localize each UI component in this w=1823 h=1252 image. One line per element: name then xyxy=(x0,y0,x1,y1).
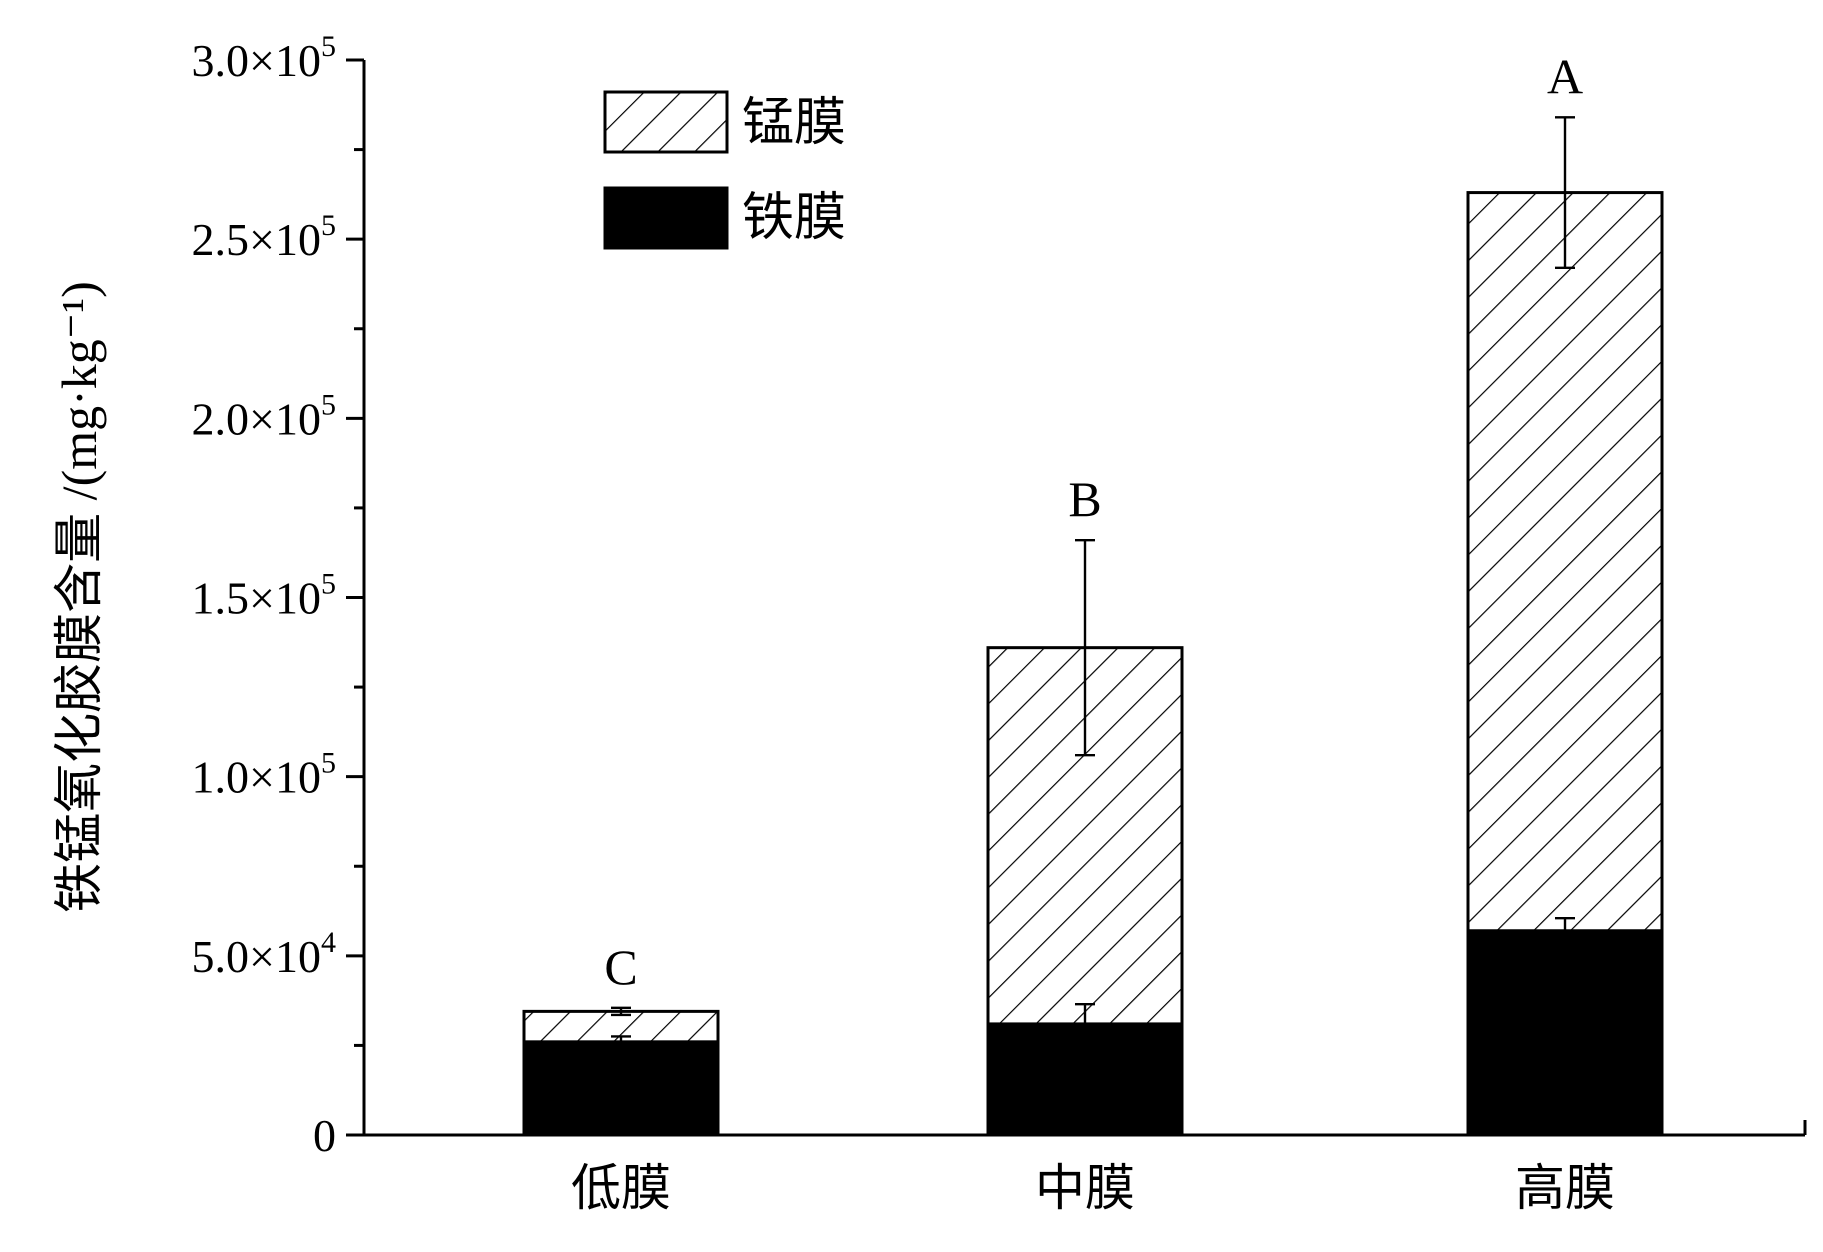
y-tick-exponent: 4 xyxy=(321,926,336,959)
y-tick-mantissa: 2.5×10 xyxy=(192,214,321,265)
y-tick-exponent: 5 xyxy=(321,747,336,780)
category-label-1: 中膜 xyxy=(1035,1160,1135,1216)
bar-iron-2 xyxy=(1466,929,1664,1137)
plot-area: 05.0×1041.0×1051.5×1052.0×1052.5×1053.0×… xyxy=(192,30,1807,1216)
bar-manganese-2 xyxy=(1466,191,1664,933)
y-tick-mantissa: 1.5×10 xyxy=(192,573,321,624)
legend-label-manganese: 锰膜 xyxy=(742,95,846,152)
legend: 锰膜 铁膜 xyxy=(603,90,846,250)
significance-label-1: B xyxy=(1068,471,1101,527)
y-tick-label: 3.0×105 xyxy=(192,30,336,86)
y-ticks: 05.0×1041.0×1051.5×1052.0×1052.5×1053.0×… xyxy=(192,30,364,1161)
y-tick-exponent: 5 xyxy=(321,30,336,63)
y-tick-mantissa: 5.0×10 xyxy=(192,931,321,982)
y-axis-title: 铁锰氧化胶膜含量 /(mg·kg⁻¹) xyxy=(51,281,107,913)
significance-label-2: A xyxy=(1547,48,1583,104)
bar-iron-0 xyxy=(522,1040,720,1137)
y-tick-mantissa: 2.0×10 xyxy=(192,393,321,444)
category-label-0: 低膜 xyxy=(571,1160,671,1216)
legend-label-iron: 铁膜 xyxy=(742,190,846,247)
y-tick-label: 1.5×105 xyxy=(192,568,336,624)
y-tick-mantissa: 0 xyxy=(313,1110,336,1161)
y-tick-label: 2.0×105 xyxy=(192,388,336,444)
bars xyxy=(522,191,1664,1137)
error-bars xyxy=(611,116,1575,1049)
legend-swatch-manganese xyxy=(603,90,729,154)
y-tick-label: 0 xyxy=(313,1110,336,1161)
significance-labels: C B A xyxy=(604,48,1583,994)
y-tick-label: 5.0×104 xyxy=(192,926,336,982)
y-tick-mantissa: 3.0×10 xyxy=(192,35,321,86)
category-label-2: 高膜 xyxy=(1515,1160,1615,1216)
significance-label-0: C xyxy=(604,939,637,995)
category-labels: 低膜 中膜 高膜 xyxy=(571,1160,1615,1216)
y-tick-exponent: 5 xyxy=(321,568,336,601)
y-tick-mantissa: 1.0×10 xyxy=(192,752,321,803)
y-tick-label: 1.0×105 xyxy=(192,747,336,803)
y-tick-exponent: 5 xyxy=(321,388,336,421)
y-tick-label: 2.5×105 xyxy=(192,209,336,265)
y-tick-exponent: 5 xyxy=(321,209,336,242)
legend-swatch-iron xyxy=(603,186,729,250)
